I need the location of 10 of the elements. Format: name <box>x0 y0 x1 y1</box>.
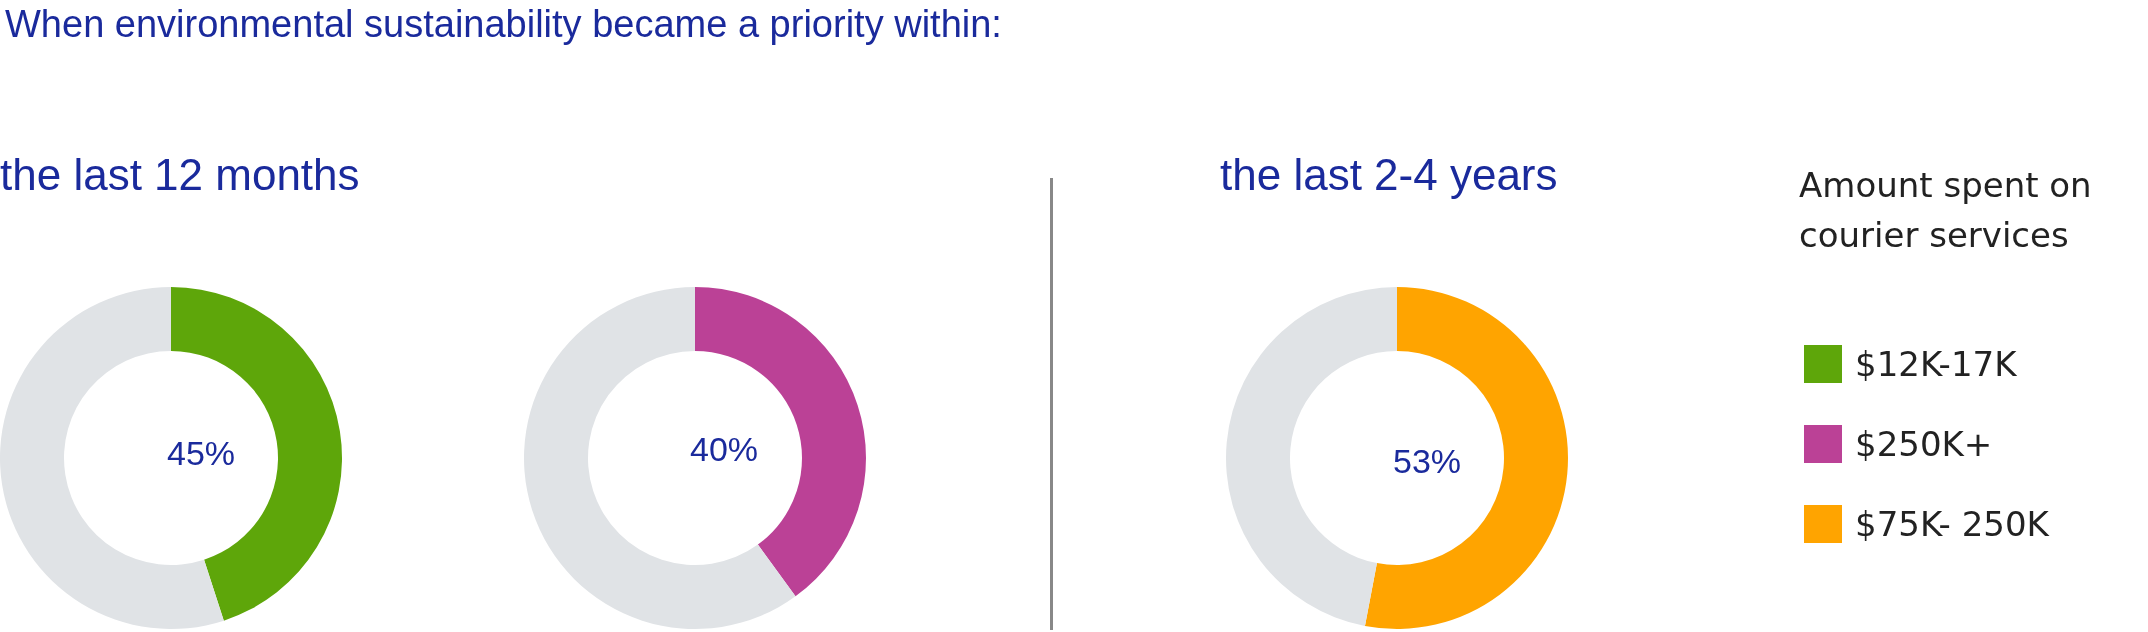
data-label: 45% <box>166 434 236 472</box>
chart-title: When environmental sustainability became a priority within: <box>5 3 1002 45</box>
legend-label: $75K- 250K <box>1855 504 2051 544</box>
data-label: 53% <box>1392 442 1462 480</box>
legend-title: Amount spent on courier services <box>1799 165 2103 255</box>
chart-subtitle: the last 2-4 years <box>1220 149 1558 199</box>
legend-label: $250K+ <box>1855 424 1993 464</box>
legend-label: $12K-17K <box>1855 344 2019 384</box>
chart-subtitle: the last 12 months <box>0 149 360 199</box>
data-label: 40% <box>689 430 759 468</box>
